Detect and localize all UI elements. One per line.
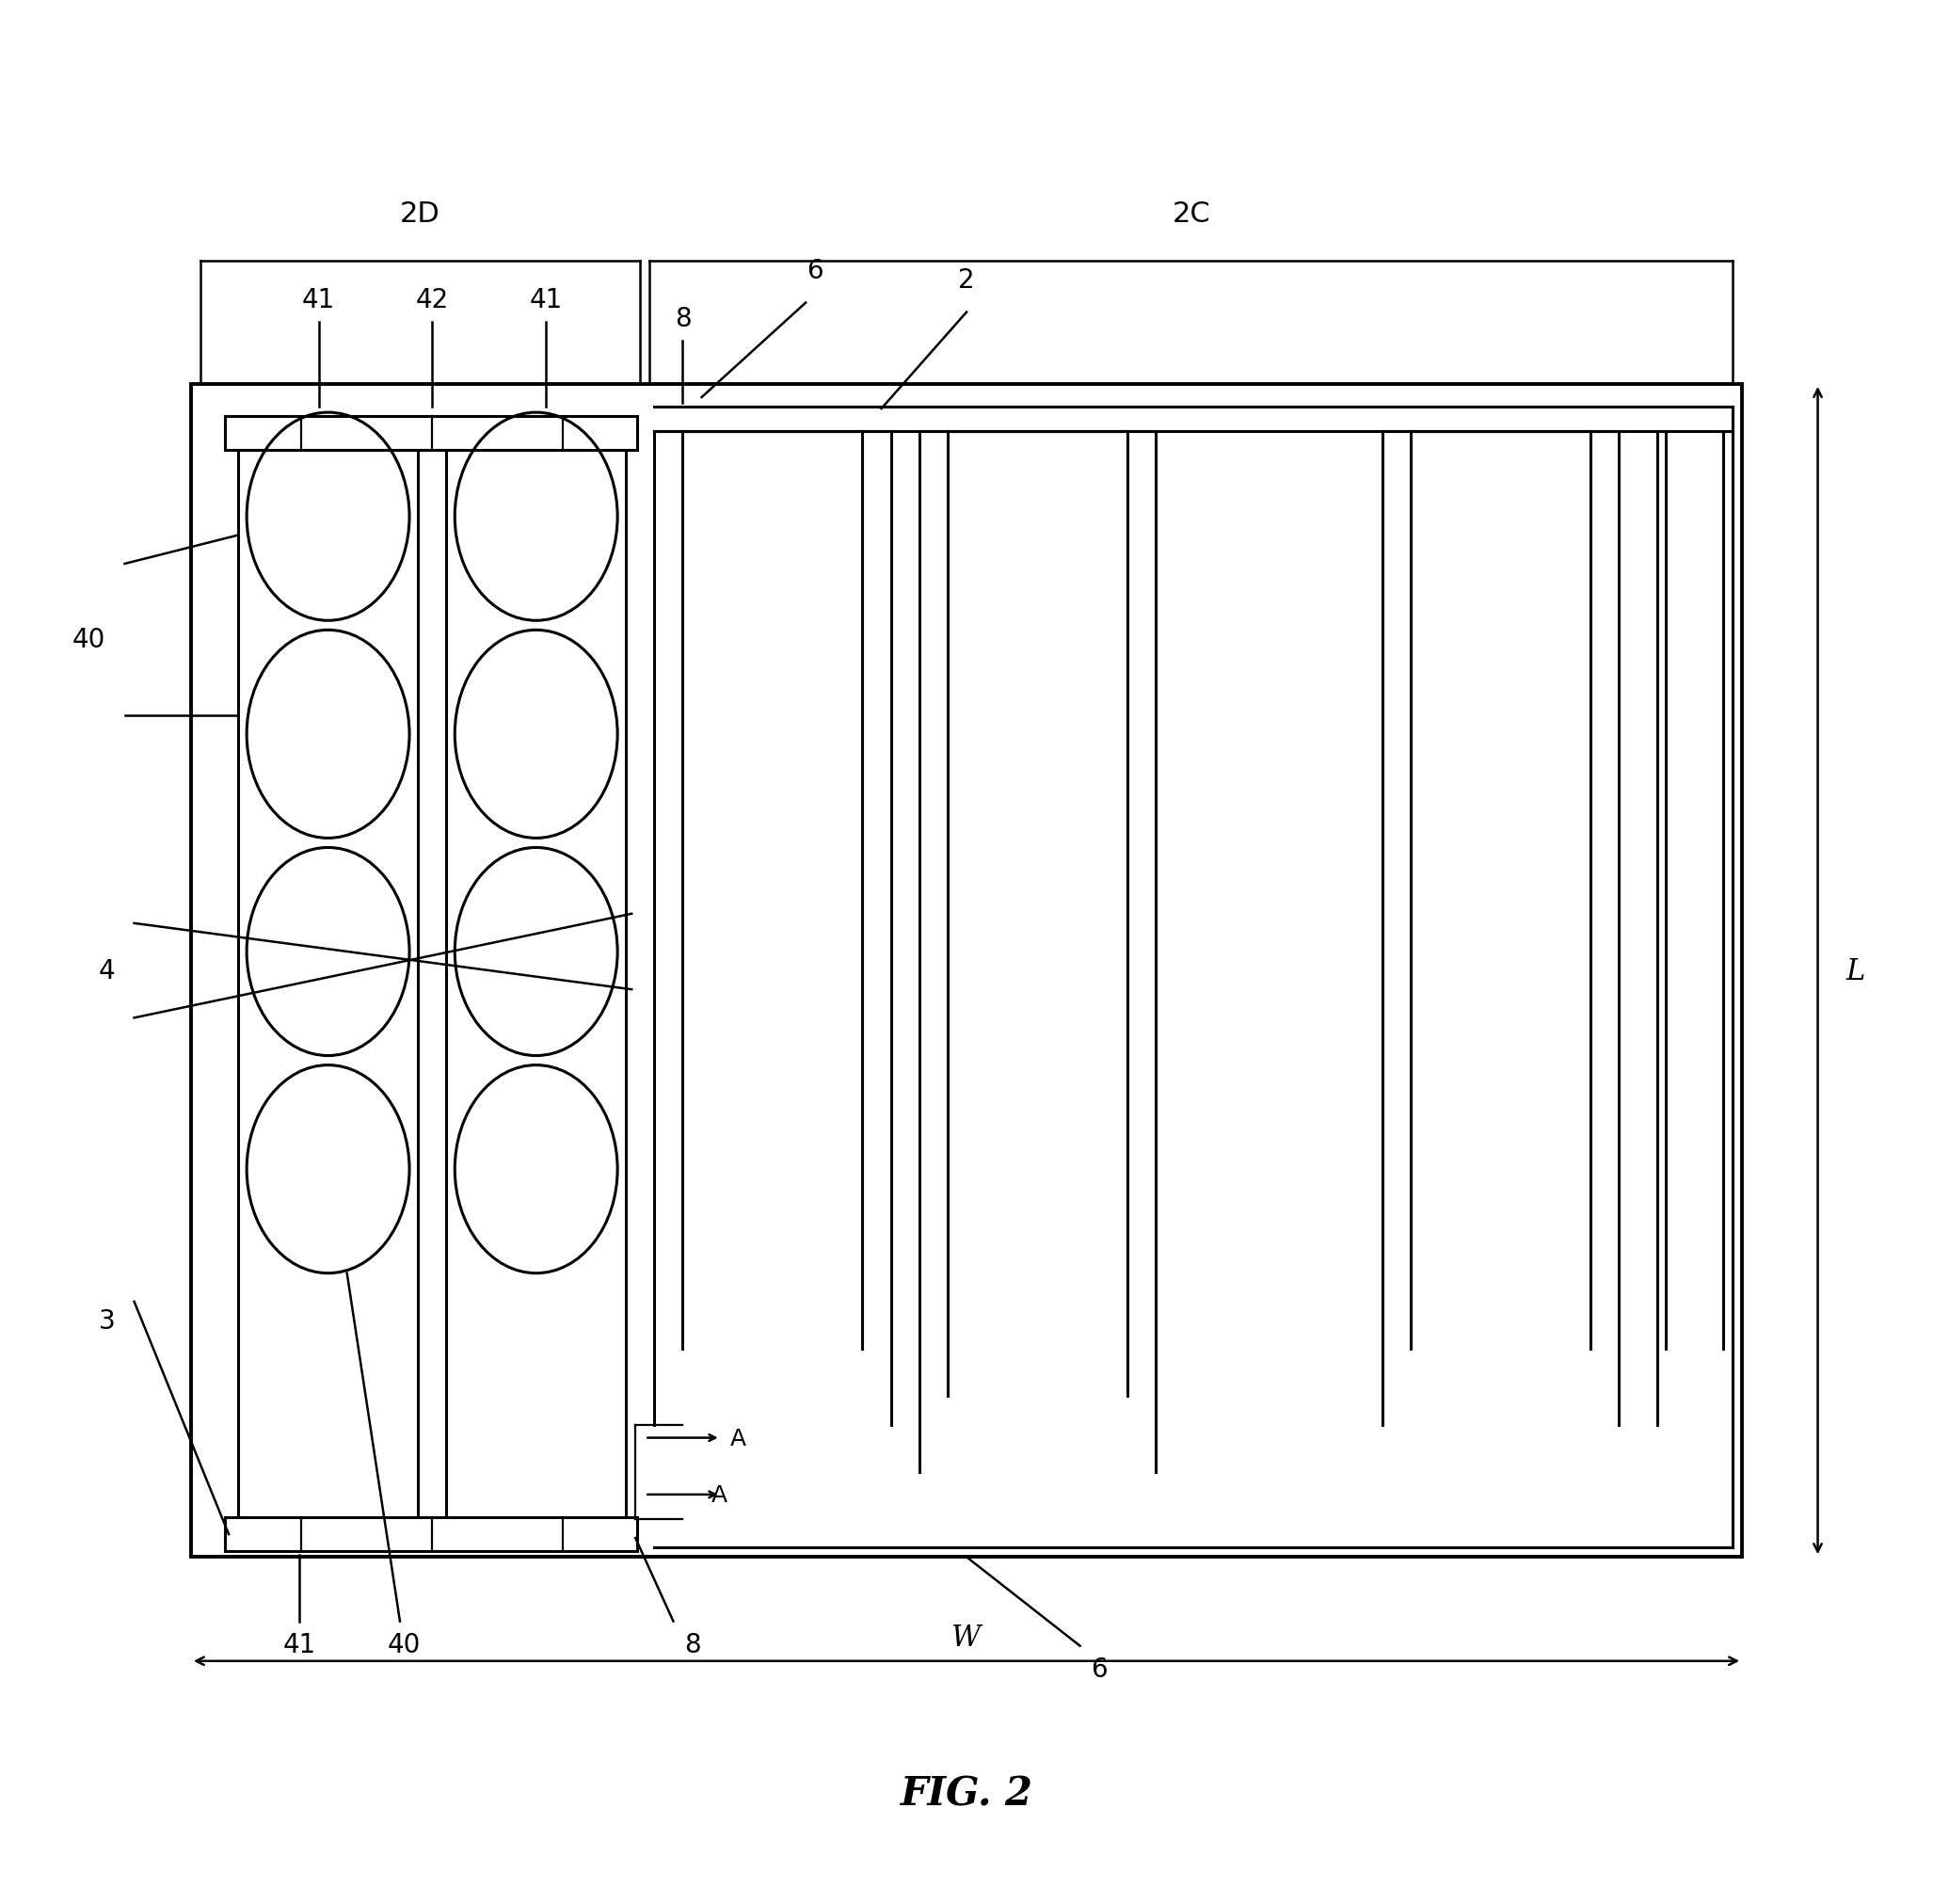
Bar bbox=[238, 442, 418, 1538]
Text: 40: 40 bbox=[387, 1632, 419, 1656]
Text: W: W bbox=[951, 1622, 982, 1651]
Text: 40: 40 bbox=[72, 626, 106, 653]
Bar bbox=[191, 385, 1742, 1557]
Text: 6: 6 bbox=[1090, 1655, 1108, 1681]
Text: 41: 41 bbox=[530, 286, 563, 312]
Text: A: A bbox=[731, 1426, 746, 1449]
Text: 2: 2 bbox=[959, 268, 974, 293]
Text: A: A bbox=[711, 1483, 727, 1506]
Text: 8: 8 bbox=[684, 1632, 700, 1656]
Text: 4: 4 bbox=[99, 958, 116, 984]
Text: 6: 6 bbox=[806, 259, 823, 284]
Text: FIG. 2: FIG. 2 bbox=[901, 1775, 1032, 1813]
Text: 41: 41 bbox=[282, 1632, 317, 1656]
Text: 2D: 2D bbox=[400, 200, 441, 228]
Text: L: L bbox=[1846, 956, 1865, 986]
Bar bbox=[224, 1517, 638, 1552]
Bar bbox=[447, 442, 626, 1538]
Text: 8: 8 bbox=[675, 305, 690, 331]
Text: 3: 3 bbox=[99, 1308, 116, 1335]
Text: 2C: 2C bbox=[1171, 200, 1210, 228]
Bar bbox=[224, 417, 638, 451]
Text: 41: 41 bbox=[302, 286, 334, 312]
Text: 42: 42 bbox=[416, 286, 448, 312]
